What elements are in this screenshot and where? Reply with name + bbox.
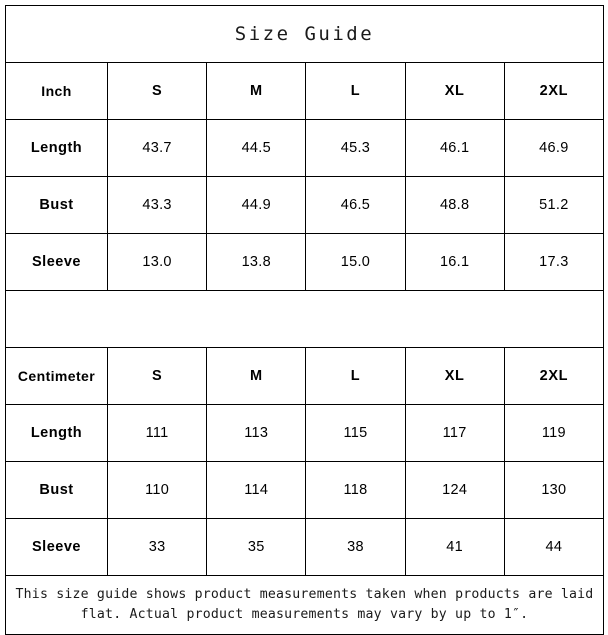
page-title: Size Guide bbox=[5, 5, 604, 63]
value-sleeve-inch-l: 15.0 bbox=[305, 233, 406, 291]
size-header-cm-xl: XL bbox=[404, 347, 505, 405]
spacer-row bbox=[5, 290, 604, 348]
size-header-2xl: 2XL bbox=[503, 62, 604, 120]
value-length-inch-l: 45.3 bbox=[305, 119, 406, 177]
row-label-bust-inch: Bust bbox=[5, 176, 108, 234]
size-header-cm-l: L bbox=[305, 347, 406, 405]
value-bust-cm-m: 114 bbox=[206, 461, 307, 519]
size-header-l: L bbox=[305, 62, 406, 120]
value-sleeve-cm-m: 35 bbox=[206, 518, 307, 576]
value-length-cm-xl: 117 bbox=[404, 404, 505, 462]
header-row-centimeter: Centimeter S M L XL 2XL bbox=[5, 347, 604, 405]
table-row: Length 111 113 115 117 119 bbox=[5, 404, 604, 462]
table-row: Sleeve 13.0 13.8 15.0 16.1 17.3 bbox=[5, 233, 604, 291]
value-bust-cm-2xl: 130 bbox=[503, 461, 604, 519]
value-sleeve-cm-2xl: 44 bbox=[503, 518, 604, 576]
value-sleeve-cm-xl: 41 bbox=[404, 518, 505, 576]
value-length-cm-l: 115 bbox=[305, 404, 406, 462]
size-header-cm-2xl: 2XL bbox=[503, 347, 604, 405]
row-label-length-inch: Length bbox=[5, 119, 108, 177]
table-row: Length 43.7 44.5 45.3 46.1 46.9 bbox=[5, 119, 604, 177]
unit-header-centimeter: Centimeter bbox=[5, 347, 108, 405]
size-header-m: M bbox=[206, 62, 307, 120]
value-bust-cm-s: 110 bbox=[106, 461, 208, 519]
value-sleeve-inch-xl: 16.1 bbox=[404, 233, 505, 291]
value-sleeve-inch-2xl: 17.3 bbox=[503, 233, 604, 291]
header-row-inch: Inch S M L XL 2XL bbox=[5, 62, 604, 120]
value-bust-inch-l: 46.5 bbox=[305, 176, 406, 234]
size-guide-note: This size guide shows product measuremen… bbox=[5, 575, 604, 635]
value-sleeve-inch-m: 13.8 bbox=[206, 233, 307, 291]
value-length-inch-xl: 46.1 bbox=[404, 119, 505, 177]
table-row: Bust 43.3 44.9 46.5 48.8 51.2 bbox=[5, 176, 604, 234]
value-bust-inch-2xl: 51.2 bbox=[503, 176, 604, 234]
value-length-cm-m: 113 bbox=[206, 404, 307, 462]
table-row: Bust 110 114 118 124 130 bbox=[5, 461, 604, 519]
size-guide-sheet: Size Guide Inch S M L XL 2XL Length 43.7… bbox=[5, 5, 604, 635]
value-bust-cm-l: 118 bbox=[305, 461, 406, 519]
size-header-cm-s: S bbox=[106, 347, 208, 405]
value-bust-inch-xl: 48.8 bbox=[404, 176, 505, 234]
table-separator bbox=[5, 290, 604, 348]
value-sleeve-inch-s: 13.0 bbox=[106, 233, 208, 291]
value-length-inch-2xl: 46.9 bbox=[503, 119, 604, 177]
value-bust-cm-xl: 124 bbox=[404, 461, 505, 519]
value-bust-inch-m: 44.9 bbox=[206, 176, 307, 234]
value-sleeve-cm-l: 38 bbox=[305, 518, 406, 576]
row-label-sleeve-inch: Sleeve bbox=[5, 233, 108, 291]
unit-header-inch: Inch bbox=[5, 62, 108, 120]
size-header-cm-m: M bbox=[206, 347, 307, 405]
value-bust-inch-s: 43.3 bbox=[106, 176, 208, 234]
size-header-s: S bbox=[106, 62, 208, 120]
table-row: Sleeve 33 35 38 41 44 bbox=[5, 518, 604, 576]
value-length-inch-m: 44.5 bbox=[206, 119, 307, 177]
value-length-cm-s: 111 bbox=[106, 404, 208, 462]
size-header-xl: XL bbox=[404, 62, 505, 120]
row-label-sleeve-cm: Sleeve bbox=[5, 518, 108, 576]
row-label-length-cm: Length bbox=[5, 404, 108, 462]
value-length-cm-2xl: 119 bbox=[503, 404, 604, 462]
row-label-bust-cm: Bust bbox=[5, 461, 108, 519]
size-guide-table: Size Guide Inch S M L XL 2XL Length 43.7… bbox=[5, 5, 604, 635]
footer-row: This size guide shows product measuremen… bbox=[5, 575, 604, 635]
value-length-inch-s: 43.7 bbox=[106, 119, 208, 177]
title-row: Size Guide bbox=[5, 5, 604, 63]
value-sleeve-cm-s: 33 bbox=[106, 518, 208, 576]
